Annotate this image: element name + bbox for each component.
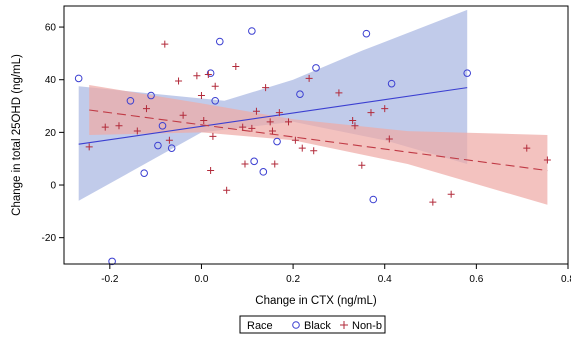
data-point-black	[312, 64, 320, 72]
data-point-non-b	[200, 117, 208, 125]
data-point-non-b	[223, 186, 231, 194]
data-point-non-b	[133, 127, 141, 135]
data-point-black	[273, 137, 281, 146]
confidence-band-black	[78, 9, 468, 201]
data-point-non-b	[367, 109, 375, 117]
legend-label-black: Black	[304, 320, 331, 332]
fit-line-black	[78, 87, 468, 145]
data-point-black	[158, 121, 167, 130]
data-point-black	[387, 79, 396, 88]
data-point-non-b	[204, 70, 212, 78]
data-point-non-b	[209, 132, 217, 140]
data-point-black	[140, 169, 148, 177]
y-axis-ticks: -20 0 20 40 60	[42, 23, 64, 244]
data-point-non-b	[275, 109, 283, 117]
data-point-non-b	[179, 111, 187, 119]
data-point-black	[147, 91, 155, 100]
y-axis-label: Change in total 25OHD (ng/mL)	[11, 54, 23, 216]
data-point-non-b	[239, 123, 247, 131]
data-point-non-b	[298, 144, 306, 152]
data-point-black	[108, 257, 116, 266]
data-point-black	[167, 144, 176, 152]
data-point-black	[74, 74, 83, 83]
data-point-non-b	[241, 160, 249, 168]
legend: Race Black Non-b	[239, 315, 386, 334]
confidence-bands	[78, 9, 548, 205]
data-point-non-b	[161, 40, 169, 48]
data-point-black	[206, 69, 215, 77]
data-point-non-b	[268, 127, 276, 135]
data-point-black	[250, 157, 258, 166]
plot-frame	[63, 5, 569, 265]
fit-line-non-b	[89, 109, 548, 172]
data-point-non-b	[523, 144, 531, 152]
y-tick-label: 0	[50, 181, 56, 192]
data-point-non-b	[101, 123, 109, 131]
data-point-non-b	[385, 135, 393, 143]
data-point-non-b	[381, 105, 389, 113]
x-tick-label: 0.4	[378, 274, 392, 285]
x-tick-label: 0.6	[469, 274, 483, 285]
legend-title: Race	[247, 320, 273, 332]
data-point-non-b	[115, 122, 123, 130]
data-point-non-b	[543, 156, 551, 164]
data-point-black	[362, 29, 371, 38]
data-point-non-b	[447, 190, 455, 198]
legend-marker-black	[292, 321, 300, 329]
data-point-non-b	[429, 198, 437, 206]
data-point-non-b	[207, 167, 215, 175]
x-tick-label: -0.2	[101, 274, 119, 285]
legend-label-nonb: Non-b	[352, 320, 382, 332]
data-point-black	[369, 195, 378, 204]
data-point-black	[211, 96, 219, 105]
data-point-non-b	[291, 136, 299, 144]
data-point-black	[215, 37, 224, 46]
data-point-non-b	[358, 161, 366, 169]
y-tick-label: -20	[42, 233, 57, 244]
data-point-non-b	[310, 147, 318, 155]
data-point-non-b	[349, 117, 357, 125]
x-tick-label: 0.8	[561, 274, 571, 285]
y-tick-label: 20	[45, 128, 57, 139]
data-point-non-b	[335, 89, 343, 97]
data-point-non-b	[193, 72, 201, 80]
data-point-non-b	[211, 82, 219, 90]
y-tick-label: 60	[45, 23, 57, 34]
data-point-non-b	[248, 124, 256, 132]
data-point-black	[126, 96, 135, 105]
data-points	[74, 27, 551, 266]
x-axis-label: Change in CTX (ng/mL)	[255, 295, 377, 307]
data-point-non-b	[262, 84, 270, 92]
data-point-black	[154, 141, 162, 150]
data-point-black	[248, 27, 256, 35]
data-point-black	[463, 69, 472, 77]
confidence-band-non-b	[89, 85, 548, 205]
x-tick-label: 0.2	[286, 274, 300, 285]
legend-marker-nonb	[340, 321, 348, 329]
data-point-black	[259, 168, 268, 176]
data-point-non-b	[197, 92, 205, 100]
data-point-non-b	[232, 63, 240, 71]
data-point-non-b	[305, 74, 313, 82]
data-point-non-b	[85, 143, 93, 151]
data-point-non-b	[285, 118, 293, 126]
legend-box	[239, 315, 386, 334]
x-tick-label: 0.0	[195, 274, 209, 285]
data-point-non-b	[165, 136, 173, 144]
fit-lines	[78, 87, 548, 172]
y-tick-label: 40	[45, 75, 57, 86]
data-point-non-b	[351, 122, 359, 130]
data-point-non-b	[175, 77, 183, 85]
data-point-non-b	[266, 118, 274, 126]
data-point-non-b	[252, 107, 260, 115]
data-point-black	[296, 90, 304, 98]
x-axis-ticks: -0.2 0.0 0.2 0.4 0.6 0.8	[101, 264, 571, 285]
data-point-non-b	[271, 160, 279, 168]
data-point-non-b	[142, 105, 150, 113]
